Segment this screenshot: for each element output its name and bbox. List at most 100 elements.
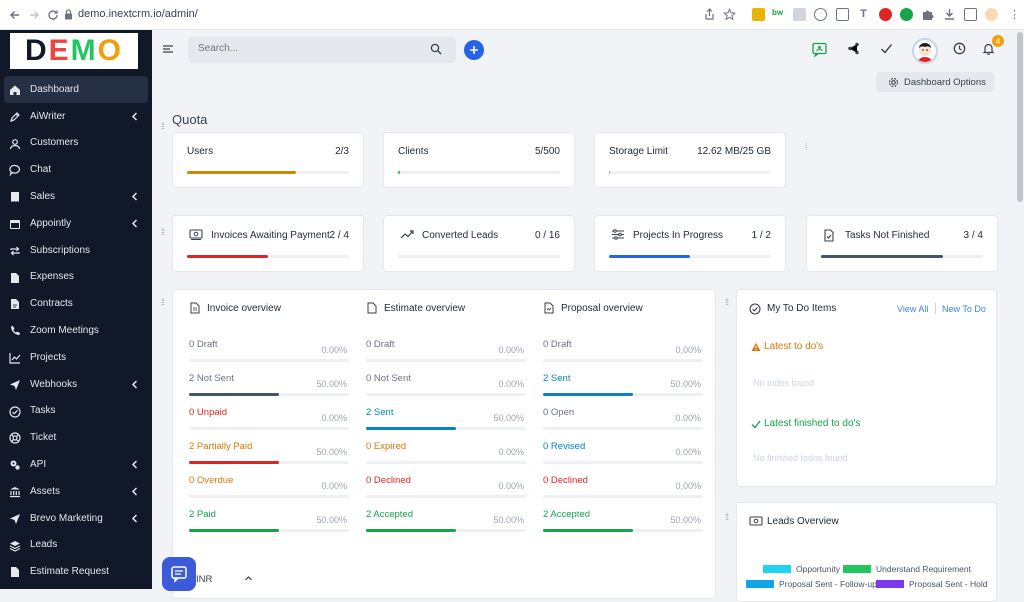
quick-add-button[interactable]	[464, 40, 484, 60]
checkmark-icon[interactable]	[880, 42, 893, 55]
stat-card-projects[interactable]: Projects In Progress 1 / 2	[594, 215, 786, 272]
download-icon[interactable]	[943, 8, 956, 21]
status-label[interactable]: 0 Not Sent	[366, 373, 411, 384]
overview-status-row[interactable]: 0 Overdue 0.00%	[189, 475, 349, 509]
extension-icon[interactable]	[879, 8, 892, 21]
extension-icon[interactable]	[814, 8, 827, 21]
hamburger-menu-icon[interactable]	[162, 43, 174, 55]
user-avatar[interactable]	[912, 38, 938, 64]
sidepanel-icon[interactable]	[964, 8, 977, 21]
extension-icon[interactable]: bw	[771, 8, 784, 21]
status-label[interactable]: 0 Unpaid	[189, 407, 228, 418]
new-todo-link[interactable]: New To Do	[942, 304, 986, 314]
overview-status-row[interactable]: 0 Unpaid 0.00%	[189, 407, 349, 441]
view-all-link[interactable]: View All	[897, 304, 929, 314]
back-icon[interactable]	[8, 8, 22, 22]
overview-status-row[interactable]: 2 Sent 50.00%	[543, 373, 703, 407]
sidebar-item-dashboard[interactable]: Dashboard	[4, 76, 148, 103]
search-icon[interactable]	[430, 43, 442, 55]
status-label[interactable]: 2 Accepted	[543, 509, 591, 520]
extension-icon[interactable]	[752, 8, 765, 21]
overview-status-row[interactable]: 2 Accepted 50.00%	[543, 509, 703, 543]
extension-icon[interactable]: T	[860, 8, 867, 20]
dashboard-options-button[interactable]: Dashboard Options	[876, 72, 994, 92]
extension-icon[interactable]	[793, 8, 806, 21]
scrollbar-thumb[interactable]	[1017, 32, 1023, 202]
sidebar-item-contracts[interactable]: Contracts	[0, 290, 152, 317]
sidebar-item-tasks[interactable]: Tasks	[0, 398, 152, 425]
overview-status-row[interactable]: 0 Draft 0.00%	[366, 339, 526, 373]
overview-status-row[interactable]: 0 Revised 0.00%	[543, 441, 703, 475]
drag-handle-icon[interactable]: ⁞⁞	[725, 297, 729, 307]
status-label[interactable]: 0 Overdue	[189, 475, 234, 486]
currency-selector[interactable]: INR	[196, 574, 213, 585]
sidebar-item-expenses[interactable]: Expenses	[0, 264, 152, 291]
drag-handle-icon[interactable]: ⁞⁞	[161, 121, 165, 131]
forward-icon[interactable]	[27, 8, 41, 22]
legend-item[interactable]: Proposal Sent - Follow-up	[746, 579, 877, 589]
status-label[interactable]: 0 Revised	[543, 441, 586, 452]
stat-card-invoices[interactable]: Invoices Awaiting Payment 2 / 4	[172, 215, 364, 272]
sidebar-item-assets[interactable]: Assets	[0, 478, 152, 505]
star-icon[interactable]	[723, 8, 736, 21]
status-label[interactable]: 0 Draft	[366, 339, 395, 350]
clock-icon[interactable]	[953, 42, 966, 55]
sidebar-item-leads[interactable]: Leads	[0, 532, 152, 559]
grammarly-icon[interactable]	[900, 8, 913, 21]
extension-icon[interactable]	[836, 8, 849, 21]
profile-icon[interactable]	[985, 8, 998, 21]
puzzle-icon[interactable]	[921, 8, 934, 21]
sidebar-item-estimate-request[interactable]: Estimate Request	[0, 558, 152, 585]
sidebar-item-sales[interactable]: Sales	[0, 183, 152, 210]
status-label[interactable]: 0 Declined	[543, 475, 588, 486]
sidebar-item-subscriptions[interactable]: Subscriptions	[0, 237, 152, 264]
invoice-overview-heading[interactable]: Invoice overview	[189, 302, 281, 314]
sidebar-item-appointly[interactable]: Appointly	[0, 210, 152, 237]
legend-item[interactable]: Understand Requirement	[843, 564, 971, 574]
menu-dots-icon[interactable]: ⋮	[1009, 9, 1020, 21]
overview-status-row[interactable]: 2 Not Sent 50.00%	[189, 373, 349, 407]
overview-status-row[interactable]: 0 Declined 0.00%	[543, 475, 703, 509]
sidebar-item-zoom-meetings[interactable]: Zoom Meetings	[0, 317, 152, 344]
estimate-overview-heading[interactable]: Estimate overview	[366, 302, 465, 314]
sidebar-item-projects[interactable]: Projects	[0, 344, 152, 371]
chevron-up-icon[interactable]	[244, 574, 253, 583]
status-label[interactable]: 2 Sent	[543, 373, 571, 384]
reload-icon[interactable]	[46, 8, 60, 22]
page-scrollbar[interactable]	[1016, 30, 1024, 589]
status-label[interactable]: 0 Declined	[366, 475, 411, 486]
sidebar-item-brevo-marketing[interactable]: Brevo Marketing	[0, 505, 152, 532]
overview-status-row[interactable]: 0 Open 0.00%	[543, 407, 703, 441]
status-label[interactable]: 0 Expired	[366, 441, 407, 452]
legend-item[interactable]: Proposal Sent - Hold	[876, 579, 987, 589]
share-nodes-icon[interactable]	[847, 42, 860, 55]
proposal-overview-heading[interactable]: Proposal overview	[543, 302, 643, 314]
sidebar-item-aiwriter[interactable]: AiWriter	[0, 103, 152, 130]
overview-status-row[interactable]: 2 Partially Paid 50.00%	[189, 441, 349, 475]
sidebar-item-api[interactable]: API	[0, 451, 152, 478]
overview-status-row[interactable]: 0 Draft 0.00%	[189, 339, 349, 373]
overview-status-row[interactable]: 2 Paid 50.00%	[189, 509, 349, 543]
search-input[interactable]	[198, 43, 418, 54]
sidebar-item-ticket[interactable]: Ticket	[0, 424, 152, 451]
status-label[interactable]: 2 Not Sent	[189, 373, 234, 384]
lock-icon[interactable]	[64, 9, 73, 20]
status-label[interactable]: 0 Draft	[189, 339, 218, 350]
status-label[interactable]: 0 Draft	[543, 339, 572, 350]
status-label[interactable]: 2 Accepted	[366, 509, 414, 520]
stat-card-tasks[interactable]: Tasks Not Finished 3 / 4	[806, 215, 998, 272]
overview-status-row[interactable]: 0 Not Sent 0.00%	[366, 373, 526, 407]
overview-status-row[interactable]: 2 Accepted 50.00%	[366, 509, 526, 543]
sidebar-item-chat[interactable]: Chat	[0, 156, 152, 183]
overview-status-row[interactable]: 0 Expired 0.00%	[366, 441, 526, 475]
status-label[interactable]: 2 Partially Paid	[189, 441, 253, 452]
drag-handle-icon[interactable]: ⁞⁞	[161, 227, 165, 237]
support-chat-icon[interactable]	[812, 42, 827, 57]
sidebar-item-customers[interactable]: Customers	[0, 130, 152, 157]
bell-icon[interactable]	[982, 42, 995, 55]
overview-status-row[interactable]: 2 Sent 50.00%	[366, 407, 526, 441]
share-icon[interactable]	[703, 8, 716, 21]
chat-widget-button[interactable]	[162, 557, 196, 591]
drag-handle-icon[interactable]: ⁞	[805, 142, 807, 152]
